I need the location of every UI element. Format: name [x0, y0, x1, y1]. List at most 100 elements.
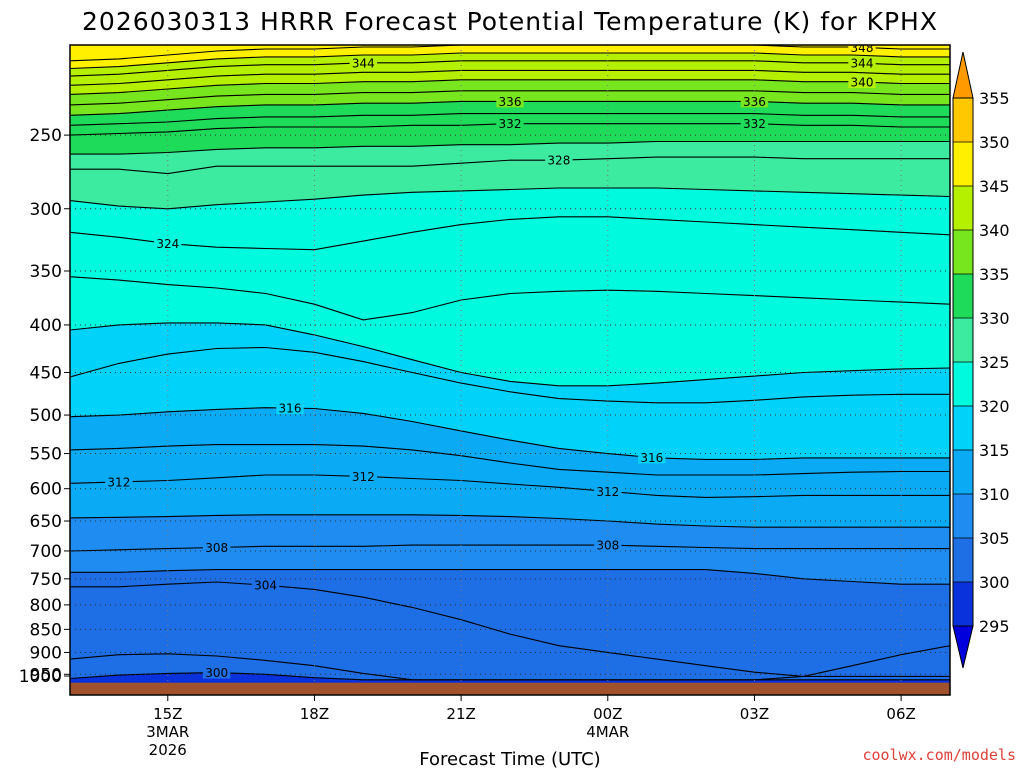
contour-label: 316	[279, 402, 302, 416]
colorbar-segment	[953, 98, 973, 142]
band-312	[70, 475, 950, 528]
x-tick-date: 2026	[149, 741, 187, 759]
contour-label-bg	[105, 475, 133, 488]
contour-label: 308	[596, 539, 619, 553]
isentrope-330	[70, 140, 950, 155]
filled-contours	[70, 45, 950, 695]
contour-label: 312	[107, 475, 130, 489]
contour-label-bg	[545, 154, 573, 167]
band-344	[70, 60, 950, 86]
colorbar-label: 350	[979, 133, 1010, 152]
colorbar-label: 335	[979, 265, 1010, 284]
contour-label: 344	[851, 57, 874, 71]
x-axis-label: Forecast Time (UTC)	[419, 749, 600, 768]
contour-label: 300	[205, 666, 228, 680]
band-348	[70, 45, 950, 69]
contour-label: 344	[352, 56, 375, 70]
y-tick-label: 650	[30, 512, 62, 532]
isentrope-342	[70, 69, 950, 86]
isentrope-314	[70, 444, 950, 476]
colorbar-segment	[953, 450, 973, 494]
contour-label-bg	[349, 56, 378, 69]
colorbar-segment	[953, 230, 973, 274]
contour-label: 340	[851, 76, 874, 90]
x-tick-label: 06Z	[886, 705, 915, 723]
contour-label: 336	[499, 95, 522, 109]
colorbar-label: 320	[979, 397, 1010, 416]
contour-label-bg	[496, 95, 524, 108]
band-318	[70, 347, 950, 460]
colorbar: 295 300 305 310 315 320 325 330 335 340 345 350 355	[952, 51, 1010, 669]
y-tick-label: 400	[30, 316, 62, 336]
contour-label-bg	[848, 57, 876, 70]
colorbar-label: 340	[979, 221, 1010, 240]
contour-label: 324	[156, 237, 179, 251]
y-tick-label: 900	[30, 643, 62, 663]
colorbar-label: 305	[979, 529, 1010, 548]
ground-band	[70, 682, 950, 695]
y-tick-label: 750	[30, 570, 62, 590]
y-tick-label: 850	[30, 620, 62, 640]
colorbar-segment	[953, 582, 973, 626]
contour-label: 308	[205, 541, 228, 555]
isentrope-338	[70, 90, 950, 106]
x-tick-label: 03Z	[740, 705, 769, 723]
contour-label-bg	[251, 579, 280, 592]
band-322	[70, 276, 950, 386]
x-tick-date: 3MAR	[146, 723, 189, 741]
colorbar-label: 345	[979, 177, 1010, 196]
y-axis: 250 300 350 400 450 500 550 600 650 700 750 800 850 9…	[19, 126, 70, 687]
contour-label-bg	[848, 76, 876, 89]
band-334	[70, 113, 950, 136]
ground-below-surface	[70, 682, 950, 695]
x-tick-label: 21Z	[446, 705, 475, 723]
isentrope-328	[70, 156, 950, 175]
band-320	[70, 322, 950, 403]
band-340	[70, 79, 950, 105]
contour-label-bg	[154, 237, 182, 250]
band-332	[70, 123, 950, 155]
y-tick-label: 250	[30, 126, 62, 146]
isentrope-334	[70, 113, 950, 126]
isentrope-316	[70, 407, 950, 460]
contour-label-bg	[740, 117, 769, 130]
contour-label: 332	[743, 117, 766, 131]
colorbar-min-arrow	[952, 625, 974, 669]
grid-lines	[70, 45, 950, 695]
band-310	[70, 514, 950, 551]
band-330	[70, 141, 950, 174]
isentrope-304	[70, 581, 950, 677]
isentrope-326	[70, 187, 950, 210]
colorbar-segment	[953, 274, 973, 318]
band-346	[70, 53, 950, 77]
band-306	[70, 569, 950, 677]
contour-label: 328	[547, 154, 570, 168]
band-308	[70, 545, 950, 585]
colorbar-label: 300	[979, 573, 1010, 592]
contour-label-bg	[276, 402, 304, 415]
y-tick-label: 300	[30, 200, 62, 220]
contour-label-bg	[202, 666, 231, 679]
plot-area: 3523483443403443363323363323283243163163…	[70, 41, 950, 695]
contour-label: 312	[596, 485, 619, 499]
contour-labels: 3523483443403443363323363323283243163163…	[105, 41, 876, 680]
isentrope-312	[70, 474, 950, 498]
x-tick-label: 18Z	[300, 705, 329, 723]
contour-label: 348	[851, 41, 874, 55]
contour-label-bg	[638, 451, 666, 464]
y-tick-label: 450	[30, 364, 62, 384]
colorbar-segment	[953, 362, 973, 406]
colorbar-segment	[953, 318, 973, 362]
isentrope-310	[70, 514, 950, 528]
contour-label-bg	[594, 539, 622, 552]
x-tick-label: 00Z	[593, 705, 622, 723]
colorbar-segment	[953, 142, 973, 186]
plot-frame	[69, 44, 951, 696]
isentrope-320	[70, 322, 950, 387]
band-314	[70, 444, 950, 498]
y-tick-label: 350	[30, 262, 62, 282]
isentrope-318	[70, 346, 950, 404]
x-tick-date: 4MAR	[586, 723, 629, 741]
y-tick-label: 700	[30, 542, 62, 562]
